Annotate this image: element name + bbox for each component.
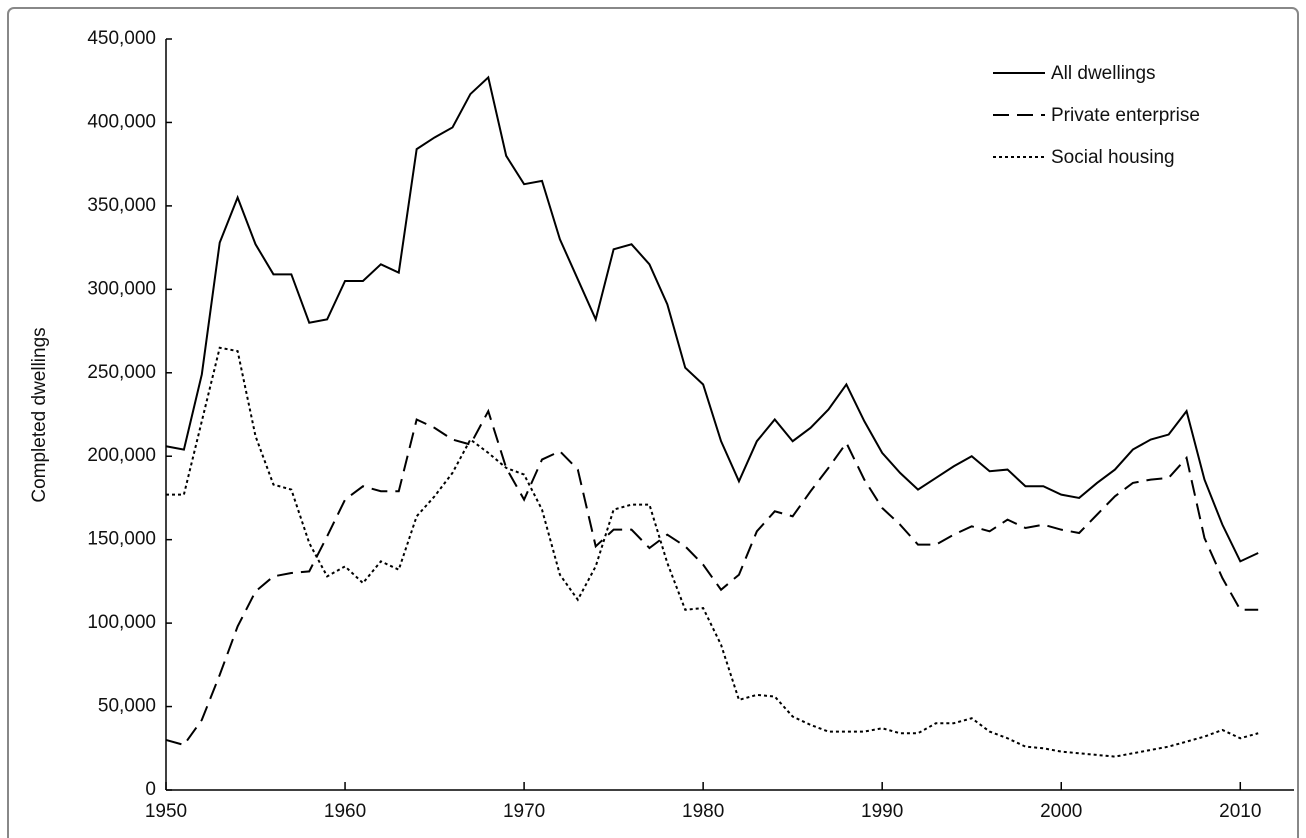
y-tick-label: 100,000 [87, 612, 156, 633]
legend-label: Social housing [1051, 147, 1175, 168]
series-line [165, 75, 1259, 563]
x-tick-label: 1980 [682, 801, 724, 822]
series-line [166, 346, 1259, 758]
x-tick-label: 1990 [861, 801, 903, 822]
x-tick-label: 1970 [503, 801, 545, 822]
y-axis-label: Completed dwellings [29, 327, 50, 502]
y-tick-label: 400,000 [87, 111, 156, 132]
legend-label: All dwellings [1051, 63, 1156, 84]
y-tick-label: 450,000 [87, 28, 156, 49]
y-tick-label: 250,000 [87, 362, 156, 383]
y-tick-label: 150,000 [87, 529, 156, 550]
x-tick-label: 2000 [1040, 801, 1082, 822]
legend-label: Private enterprise [1051, 105, 1200, 126]
x-tick-label: 2010 [1219, 801, 1261, 822]
series-line [165, 408, 1259, 747]
y-tick-label: 0 [145, 779, 156, 800]
x-tick-label: 1960 [324, 801, 366, 822]
y-tick-label: 350,000 [87, 195, 156, 216]
y-tick-label: 300,000 [87, 278, 156, 299]
figure-frame [7, 7, 1299, 838]
y-tick-label: 200,000 [87, 445, 156, 466]
x-tick-label: 1950 [145, 801, 187, 822]
y-tick-label: 50,000 [98, 696, 156, 717]
